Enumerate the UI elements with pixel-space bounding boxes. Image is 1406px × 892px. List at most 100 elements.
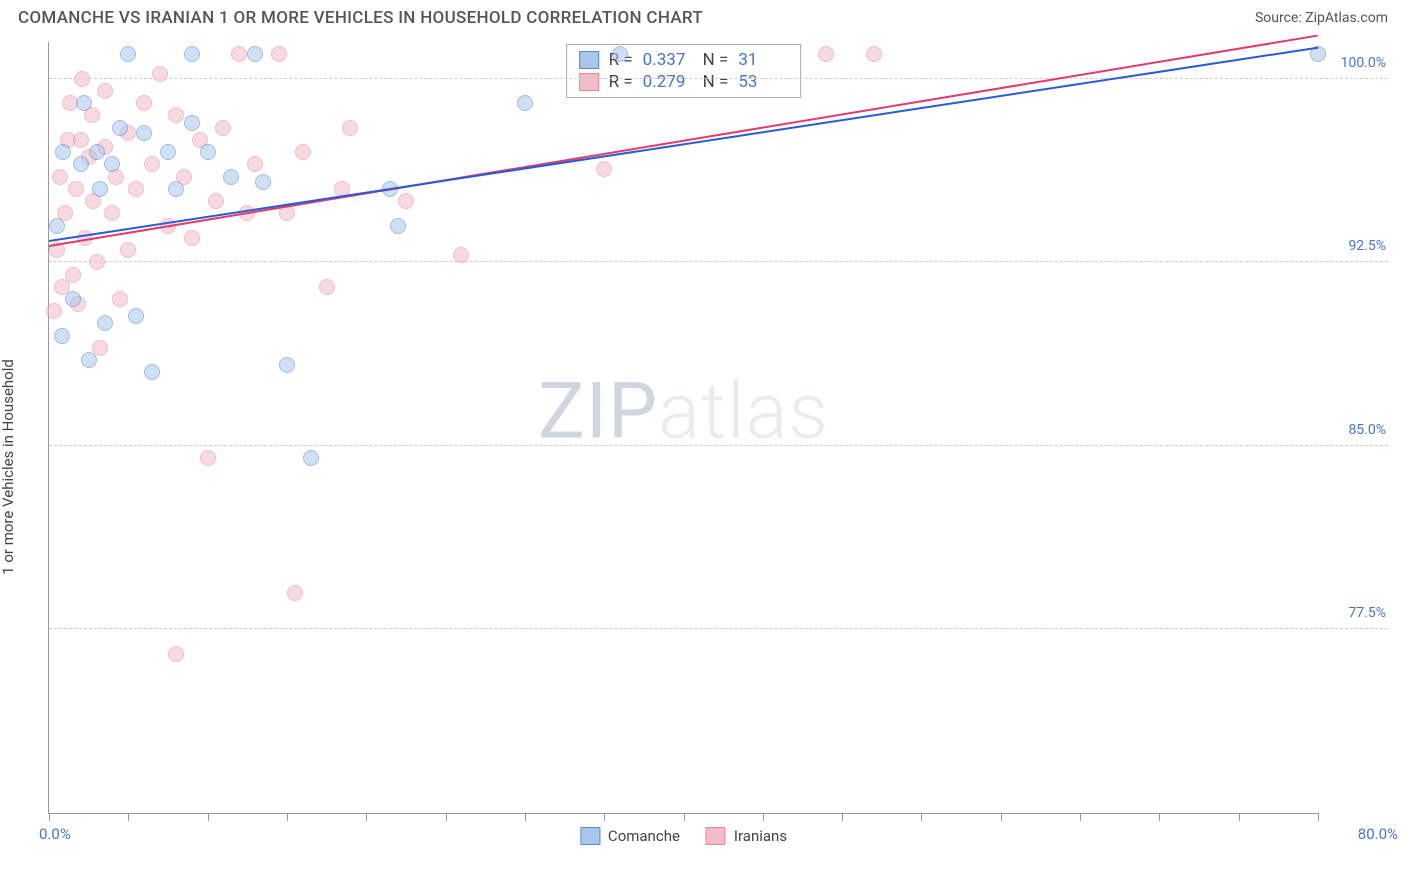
data-point <box>390 218 406 234</box>
data-point <box>208 193 224 209</box>
data-point <box>144 156 160 172</box>
data-point <box>342 120 358 136</box>
data-point <box>168 646 184 662</box>
x-tick <box>446 813 447 821</box>
x-tick <box>684 813 685 821</box>
data-point <box>89 254 105 270</box>
data-point <box>120 242 136 258</box>
data-point <box>89 144 105 160</box>
x-tick <box>1159 813 1160 821</box>
data-point <box>52 169 68 185</box>
data-point <box>81 352 97 368</box>
bottom-legend: Comanche Iranians <box>580 827 787 845</box>
data-point <box>398 193 414 209</box>
data-point <box>92 181 108 197</box>
x-tick <box>1318 813 1319 821</box>
gridline <box>49 261 1388 262</box>
data-point <box>168 181 184 197</box>
x-tick <box>1239 813 1240 821</box>
data-point <box>303 450 319 466</box>
x-min-label: 0.0% <box>39 825 71 843</box>
gridline <box>49 445 1388 446</box>
swatch-iranians <box>579 73 599 91</box>
chart-title: COMANCHE VS IRANIAN 1 OR MORE VEHICLES I… <box>18 8 703 28</box>
x-tick <box>208 813 209 821</box>
data-point <box>271 46 287 62</box>
stats-row-iranians: R = 0.279 N = 53 <box>579 71 789 93</box>
plot-area: ZIPatlas R = 0.337 N = 31 R = 0.279 N = … <box>48 42 1318 814</box>
r-iranians: 0.279 <box>643 72 693 92</box>
swatch-iranians-legend <box>706 827 726 845</box>
data-point <box>295 144 311 160</box>
data-point <box>287 585 303 601</box>
r-comanche: 0.337 <box>643 50 693 70</box>
data-point <box>73 156 89 172</box>
header: COMANCHE VS IRANIAN 1 OR MORE VEHICLES I… <box>0 0 1406 32</box>
n-iranians: 53 <box>738 72 788 92</box>
stats-box: R = 0.337 N = 31 R = 0.279 N = 53 <box>566 44 802 98</box>
data-point <box>112 120 128 136</box>
data-point <box>231 46 247 62</box>
x-tick <box>287 813 288 821</box>
data-point <box>73 132 89 148</box>
y-tick-label: 92.5% <box>1326 238 1386 254</box>
data-point <box>596 161 612 177</box>
data-point <box>104 156 120 172</box>
chart-container: 1 or more Vehicles in Household ZIPatlas… <box>18 42 1388 874</box>
data-point <box>54 328 70 344</box>
y-tick-label: 100.0% <box>1326 55 1386 71</box>
data-point <box>319 279 335 295</box>
x-tick <box>763 813 764 821</box>
gridline <box>49 628 1388 629</box>
data-point <box>97 83 113 99</box>
legend-comanche: Comanche <box>580 827 680 845</box>
data-point <box>112 291 128 307</box>
x-tick <box>525 813 526 821</box>
x-tick <box>1001 813 1002 821</box>
x-tick <box>604 813 605 821</box>
data-point <box>128 181 144 197</box>
data-point <box>65 267 81 283</box>
data-point <box>184 230 200 246</box>
data-point <box>279 357 295 373</box>
data-point <box>200 144 216 160</box>
data-point <box>120 46 136 62</box>
data-point <box>247 156 263 172</box>
x-tick <box>921 813 922 821</box>
data-point <box>55 144 71 160</box>
data-point <box>46 303 62 319</box>
data-point <box>136 95 152 111</box>
data-point <box>184 115 200 131</box>
data-point <box>152 66 168 82</box>
data-point <box>866 46 882 62</box>
data-point <box>97 315 113 331</box>
data-point <box>136 125 152 141</box>
data-point <box>200 450 216 466</box>
stats-row-comanche: R = 0.337 N = 31 <box>579 49 789 71</box>
data-point <box>612 46 628 62</box>
x-tick <box>128 813 129 821</box>
x-tick <box>1080 813 1081 821</box>
data-point <box>255 174 271 190</box>
n-comanche: 31 <box>738 50 788 70</box>
data-point <box>818 46 834 62</box>
data-point <box>160 144 176 160</box>
data-point <box>184 46 200 62</box>
y-tick-label: 85.0% <box>1326 422 1386 438</box>
data-point <box>68 181 84 197</box>
data-point <box>76 95 92 111</box>
x-tick <box>49 813 50 821</box>
data-point <box>104 205 120 221</box>
data-point <box>49 218 65 234</box>
swatch-comanche-legend <box>580 827 600 845</box>
data-point <box>453 247 469 263</box>
x-tick <box>366 813 367 821</box>
source-attribution: Source: ZipAtlas.com <box>1255 10 1388 26</box>
data-point <box>65 291 81 307</box>
data-point <box>215 120 231 136</box>
data-point <box>517 95 533 111</box>
data-point <box>223 169 239 185</box>
data-point <box>247 46 263 62</box>
legend-iranians: Iranians <box>706 827 787 845</box>
data-point <box>128 308 144 324</box>
